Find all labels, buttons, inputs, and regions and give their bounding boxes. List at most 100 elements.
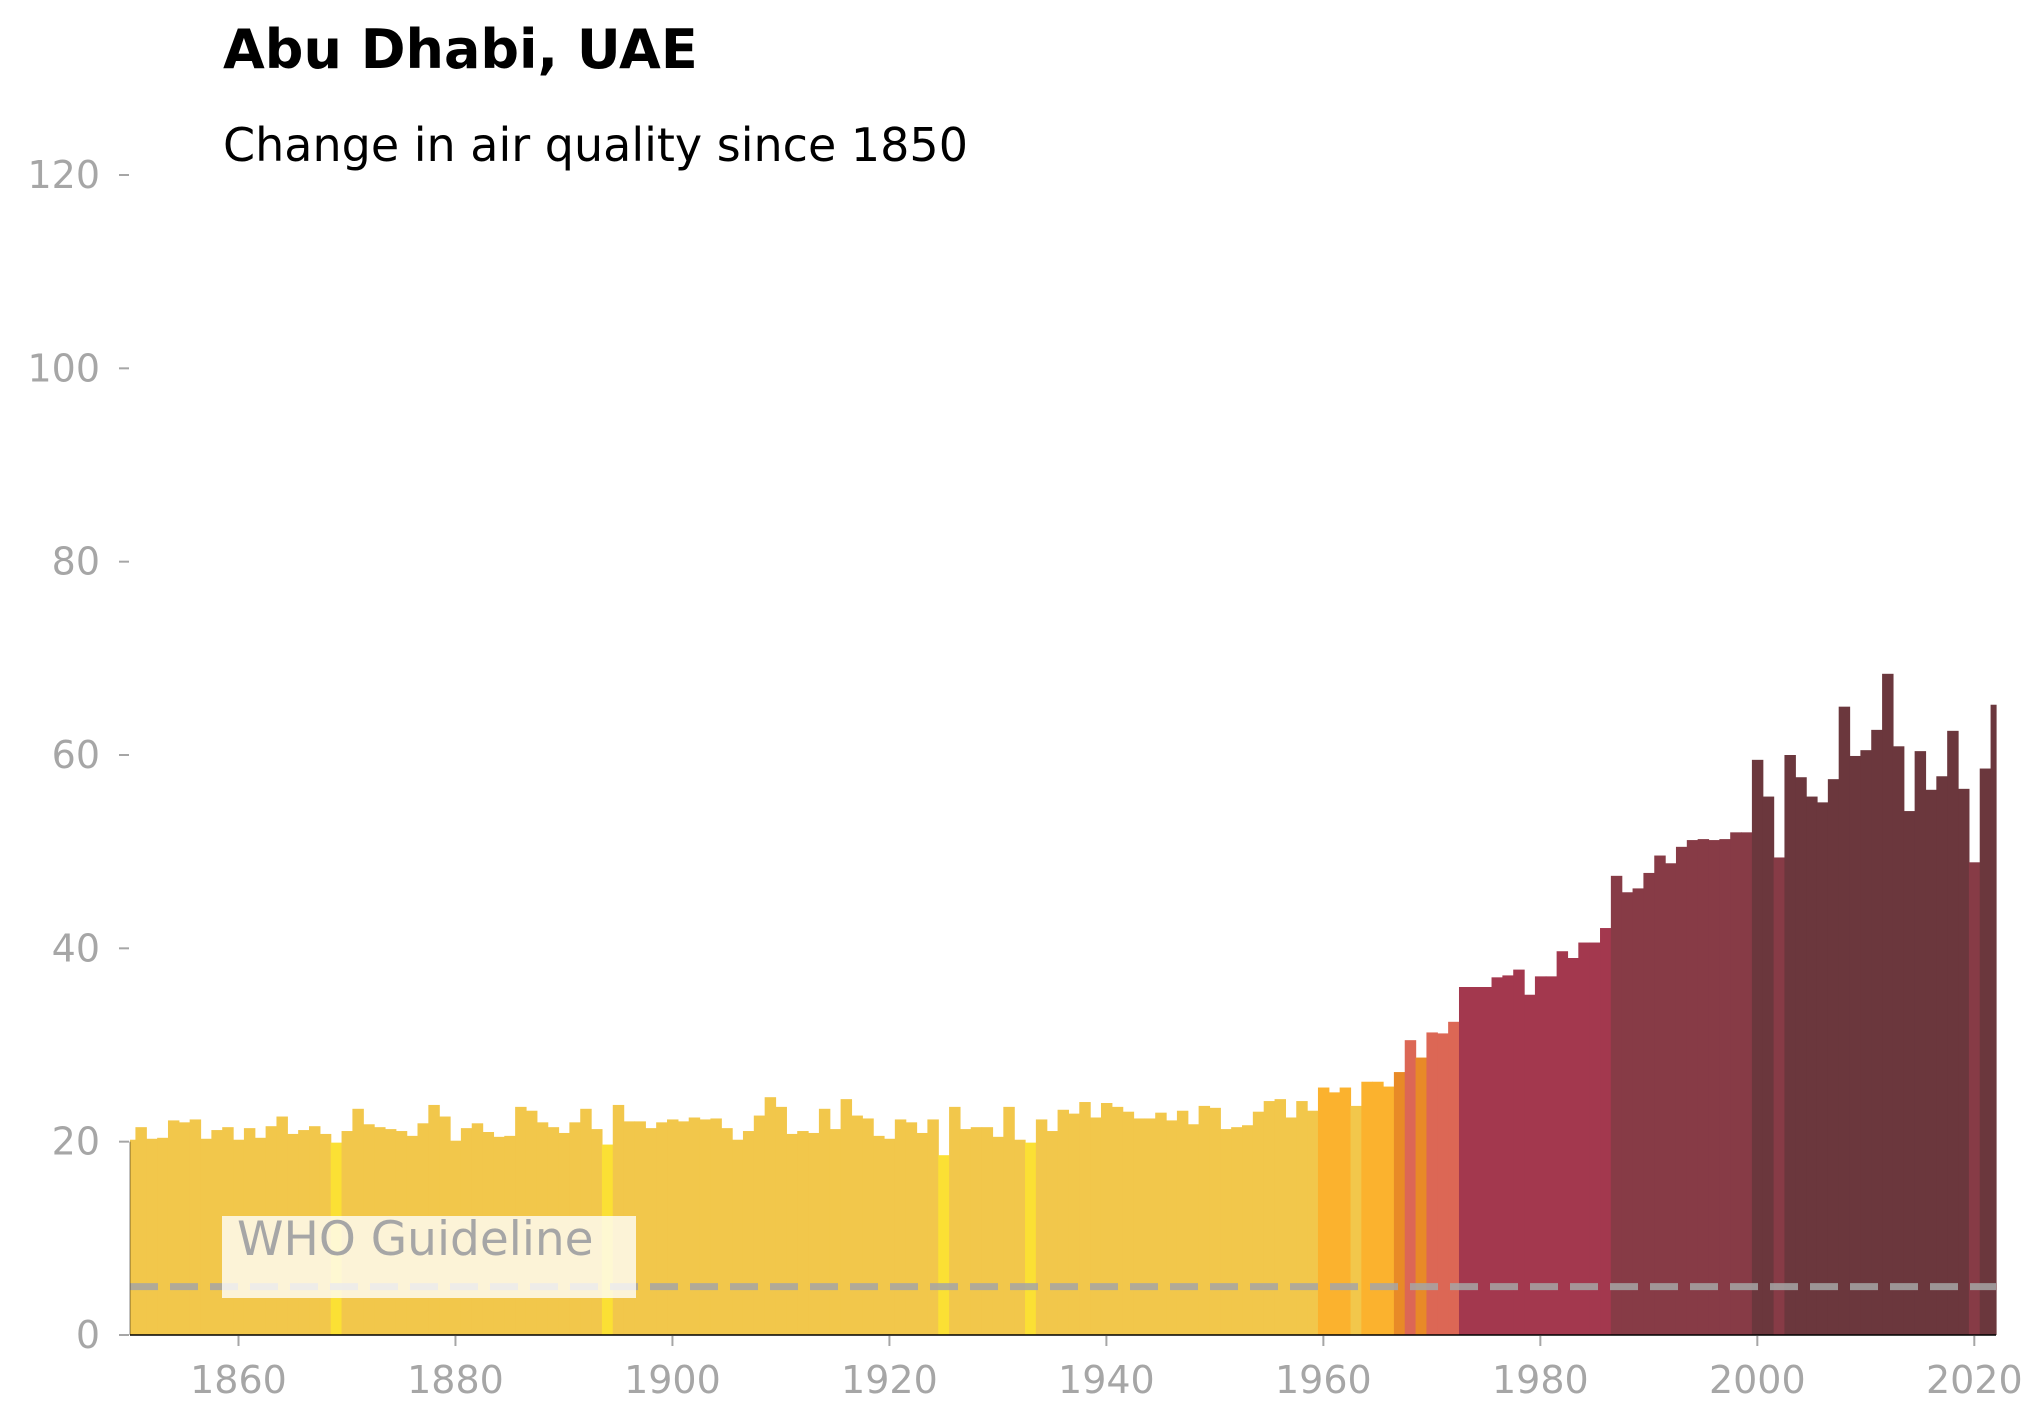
bar-1996	[1708, 840, 1720, 1335]
bar-1917	[851, 1115, 863, 1335]
bar-1911	[786, 1133, 798, 1335]
x-tick-label-1880: 1880	[407, 1358, 504, 1402]
bar-1968	[1404, 1040, 1417, 1335]
bar-1899	[656, 1122, 668, 1335]
bar-1914	[818, 1108, 831, 1335]
bar-1999	[1741, 832, 1753, 1335]
bar-1918	[862, 1118, 874, 1335]
bar-1851	[135, 1127, 147, 1335]
chart-title: Abu Dhabi, UAE	[223, 18, 698, 81]
bar-1982	[1556, 951, 1569, 1335]
bar-1922	[905, 1122, 918, 1335]
bar-1850	[130, 1139, 137, 1335]
bar-1972	[1448, 1021, 1460, 1335]
bar-1989	[1632, 888, 1645, 1335]
bar-1901	[677, 1121, 690, 1335]
bar-1976	[1491, 977, 1503, 1335]
bar-1994	[1686, 840, 1699, 1335]
bar-1979	[1524, 994, 1536, 1335]
bar-1939	[1090, 1117, 1102, 1335]
bar-1983	[1567, 958, 1579, 1335]
bar-1998	[1730, 832, 1742, 1335]
y-tick-label-80: 80	[52, 540, 100, 584]
bar-1949	[1198, 1105, 1211, 1335]
bar-1977	[1502, 975, 1514, 1335]
bar-1955	[1263, 1101, 1276, 1335]
bar-1933	[1025, 1142, 1037, 1335]
bar-1970	[1426, 1032, 1438, 1335]
bar-2019	[1958, 788, 1970, 1335]
bar-1941	[1111, 1106, 1124, 1335]
y-tick-label-100: 100	[27, 346, 100, 390]
bar-1987	[1610, 875, 1623, 1335]
bar-1929	[981, 1127, 994, 1335]
bar-1944	[1144, 1118, 1156, 1335]
bar-1961	[1328, 1092, 1341, 1335]
bar-1942	[1122, 1111, 1135, 1335]
bar-2018	[1947, 730, 1959, 1335]
bar-1981	[1545, 976, 1558, 1335]
bar-1997	[1719, 839, 1731, 1335]
bar-1943	[1133, 1118, 1145, 1335]
bar-2011	[1871, 729, 1883, 1335]
bar-1936	[1057, 1109, 1070, 1335]
bar-1956	[1274, 1099, 1287, 1335]
bar-1927	[959, 1129, 972, 1335]
bar-1988	[1621, 892, 1634, 1335]
y-tick-label-120: 120	[27, 153, 100, 197]
bar-1967	[1393, 1072, 1406, 1335]
bar-1854	[167, 1120, 180, 1335]
bar-1984	[1578, 942, 1590, 1335]
bar-1897	[634, 1121, 646, 1335]
bar-1963	[1350, 1105, 1362, 1335]
bar-1995	[1697, 839, 1710, 1335]
bar-2009	[1849, 755, 1861, 1335]
bar-1908	[753, 1115, 766, 1335]
bar-1962	[1339, 1087, 1352, 1335]
bar-1935	[1046, 1131, 1059, 1335]
bar-2020	[1968, 862, 1981, 1335]
bar-1978	[1513, 969, 1525, 1335]
bar-1937	[1068, 1113, 1080, 1335]
bar-1903	[699, 1119, 712, 1335]
bar-1953	[1242, 1125, 1254, 1335]
bar-1910	[775, 1106, 787, 1335]
bar-1857	[200, 1138, 212, 1335]
x-tick-label-1980: 1980	[1492, 1358, 1589, 1402]
bar-2017	[1936, 776, 1948, 1335]
bar-1957	[1285, 1117, 1297, 1335]
y-tick-label-60: 60	[52, 733, 100, 777]
bar-2007	[1827, 779, 1840, 1335]
bar-1960	[1317, 1087, 1330, 1335]
bar-2000	[1751, 759, 1764, 1335]
bar-1919	[873, 1135, 885, 1335]
bar-2008	[1838, 706, 1851, 1335]
bar-1902	[688, 1117, 701, 1335]
bar-1924	[927, 1119, 939, 1335]
bar-1909	[764, 1097, 777, 1335]
bar-1973	[1458, 987, 1471, 1335]
bar-2022	[1990, 704, 1997, 1335]
bar-1920	[883, 1138, 896, 1335]
bar-2010	[1860, 750, 1872, 1335]
bar-1931	[1003, 1106, 1015, 1335]
bar-2021	[1979, 768, 1992, 1335]
bar-1959	[1307, 1110, 1319, 1335]
bar-2012	[1882, 673, 1894, 1335]
bar-1852	[146, 1138, 158, 1335]
bar-1853	[157, 1137, 169, 1335]
x-tick-label-1920: 1920	[841, 1358, 938, 1402]
bar-1930	[992, 1136, 1004, 1335]
bar-1966	[1383, 1086, 1395, 1335]
bar-1916	[840, 1099, 853, 1335]
bar-1945	[1155, 1112, 1167, 1335]
bar-1947	[1176, 1110, 1189, 1335]
who-guideline-label-background	[222, 1216, 636, 1298]
bar-2014	[1903, 811, 1916, 1335]
bar-1912	[797, 1131, 809, 1335]
x-tick-label-2000: 2000	[1709, 1358, 1806, 1402]
bar-1905	[721, 1128, 733, 1335]
bar-1954	[1252, 1111, 1265, 1335]
bar-1975	[1480, 987, 1493, 1335]
bar-1907	[742, 1131, 755, 1335]
